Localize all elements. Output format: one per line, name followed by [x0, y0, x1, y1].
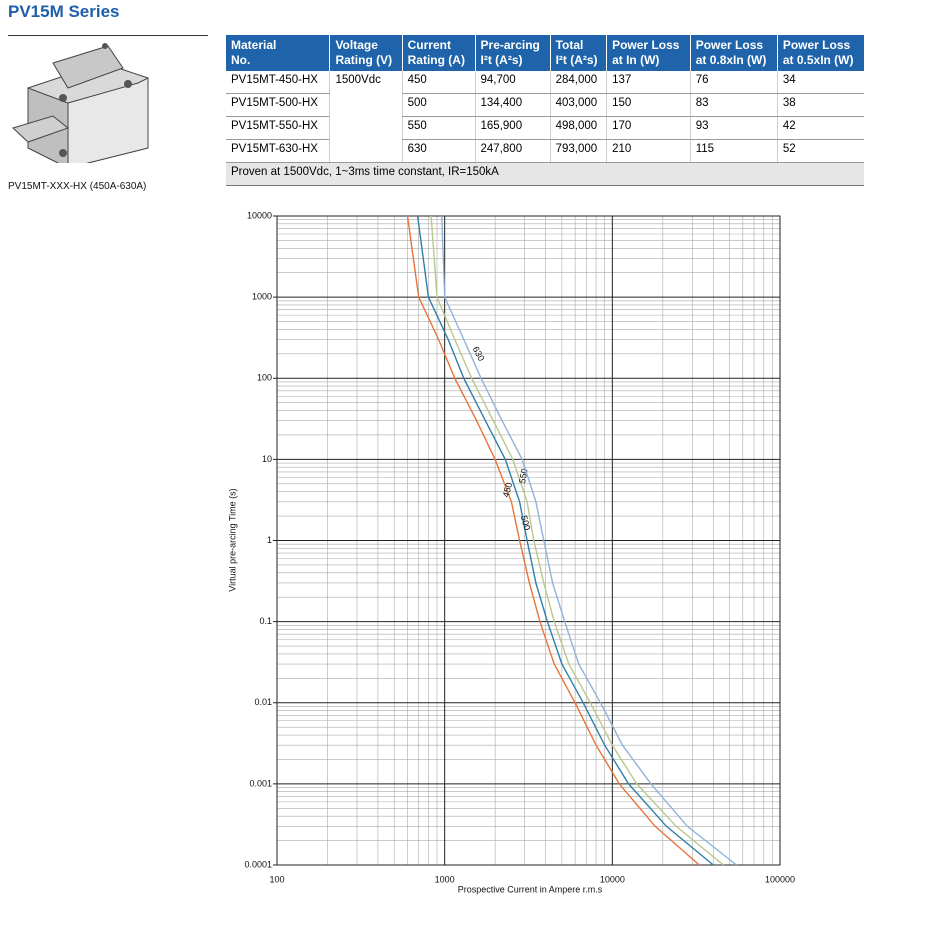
table-cell: PV15MT-550-HX [226, 116, 330, 140]
footnote: Proven at 1500Vdc, 1~3ms time constant, … [226, 162, 864, 186]
spec-table: Material No. Voltage Rating (V) Current Ra… [226, 35, 864, 186]
table-cell: 450 [401, 71, 476, 94]
table-cell: 630 [401, 139, 476, 163]
table-cell: 284,000 [549, 71, 607, 94]
y-tick-label: 1000 [252, 292, 272, 302]
y-tick-label: 0.001 [249, 778, 272, 788]
table-cell: 93 [689, 116, 778, 140]
table-cell: PV15MT-500-HX [226, 93, 330, 117]
y-tick-label: 0.1 [259, 616, 272, 626]
y-tick-label: 0.0001 [244, 859, 272, 869]
column-header: Voltage Rating (V) [329, 35, 403, 71]
table-cell: 500 [401, 93, 476, 117]
table-cell: 134,400 [474, 93, 551, 117]
column-header: Power Loss at 0.5xIn (W) [776, 35, 864, 71]
curve [406, 215, 700, 866]
table-cell: 94,700 [474, 71, 551, 94]
voltage-cell: 1500Vdc [329, 71, 403, 163]
table-cell: PV15MT-450-HX [226, 71, 330, 94]
table-cell: PV15MT-630-HX [226, 139, 330, 163]
image-caption: PV15MT-XXX-HX (450A-630A) [8, 181, 147, 192]
x-axis-label: Prospective Current in Ampere r.m.s [458, 884, 603, 894]
page-title: PV15M Series [8, 2, 120, 21]
table-cell: 170 [606, 116, 691, 140]
table-cell: 247,800 [474, 139, 551, 163]
table-cell: 793,000 [549, 139, 607, 163]
footnote-row: Proven at 1500Vdc, 1~3ms time constant, … [226, 162, 864, 186]
table-cell: 150 [606, 93, 691, 117]
table-cell: 38 [776, 93, 864, 117]
y-tick-label: 10000 [247, 210, 272, 220]
table-cell: 550 [401, 116, 476, 140]
table-cell: 52 [776, 139, 864, 163]
title-rule [8, 35, 208, 36]
column-header: Total I²t (A²s) [549, 35, 607, 71]
table-cell: 210 [606, 139, 691, 163]
table-cell: 137 [606, 71, 691, 94]
y-tick-label: 100 [257, 373, 272, 383]
column-header: Power Loss at In (W) [606, 35, 691, 71]
column-header: Current Rating (A) [401, 35, 476, 71]
table-cell: 76 [689, 71, 778, 94]
column-header: Power Loss at 0.8xIn (W) [689, 35, 778, 71]
table-cell: 42 [776, 116, 864, 140]
table-row: PV15MT-630-HX 630 247,800 793,000 210 115 52 [226, 139, 864, 163]
x-tick-label: 1000 [435, 874, 455, 884]
table-row: PV15MT-500-HX 500 134,400 403,000 150 83 38 [226, 93, 864, 117]
product-image [12, 43, 149, 163]
x-tick-label: 100 [269, 874, 284, 884]
table-cell: 498,000 [549, 116, 607, 140]
column-header: Pre-arcing I²t (A²s) [474, 35, 551, 71]
table-cell: 83 [689, 93, 778, 117]
curve-label: 450 [501, 481, 515, 498]
column-header: Material No. [226, 35, 330, 71]
table-cell: 165,900 [474, 116, 551, 140]
x-tick-label: 10000 [600, 874, 625, 884]
curve [430, 215, 724, 866]
table-row: PV15MT-450-HX 1500Vdc 450 94,700 284,000 137 7… [226, 71, 864, 163]
y-tick-label: 10 [262, 454, 272, 464]
y-tick-label: 0.01 [254, 697, 272, 707]
table-cell: 34 [776, 71, 864, 94]
curve [441, 215, 737, 866]
header-row: Material No. Voltage Rating (V) Current Ra… [226, 35, 864, 71]
y-axis-label: Virtual pre-arcing Time (s) [227, 488, 237, 591]
x-tick-label: 100000 [765, 874, 795, 884]
curve-label: 500 [519, 514, 533, 531]
table-body: PV15MT-450-HX 1500Vdc 450 94,700 284,000 137 7… [226, 71, 864, 186]
table-row: PV15MT-550-HX 550 165,900 498,000 170 93 42 [226, 116, 864, 140]
table-cell: 403,000 [549, 93, 607, 117]
y-tick-label: 1 [267, 535, 272, 545]
curve [416, 215, 714, 866]
table-cell: 115 [689, 139, 778, 163]
